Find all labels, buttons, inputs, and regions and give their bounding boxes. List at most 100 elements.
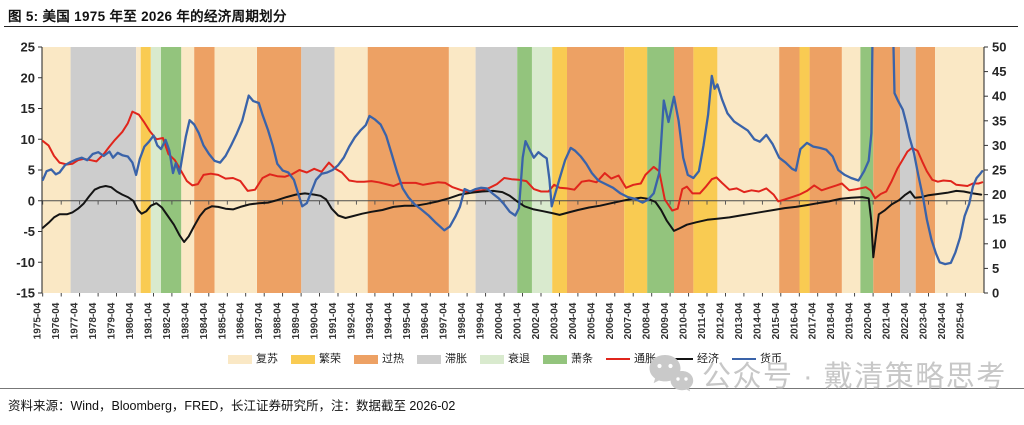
x-axis-tick-label: 1978-04: [88, 302, 99, 339]
phase-band: [475, 47, 518, 293]
x-axis-tick-label: 2023-04: [919, 302, 930, 339]
x-axis-tick-label: 2017-04: [808, 302, 819, 339]
x-axis-tick-label: 1990-04: [310, 302, 321, 339]
phase-band: [935, 47, 984, 293]
legend-label-overheat: 过热: [382, 353, 404, 365]
legend-label-prosperity: 繁荣: [319, 353, 341, 365]
x-axis-tick-label: 2000-04: [494, 302, 505, 339]
x-axis-tick-label: 2001-04: [513, 302, 524, 339]
phase-band: [42, 47, 71, 293]
right-axis-tick-label: 20: [992, 187, 1006, 202]
phase-band: [900, 47, 916, 293]
x-axis-tick-label: 1985-04: [217, 302, 228, 339]
x-axis-tick-label: 1981-04: [144, 302, 155, 339]
legend-swatch-overheat: [354, 354, 378, 364]
x-axis-tick-label: 1995-04: [402, 302, 413, 339]
phase-band: [799, 47, 810, 293]
legend-label-inflation: 通胀: [634, 353, 656, 365]
x-axis-tick-label: 1975-04: [33, 302, 44, 339]
x-axis-tick-label: 1991-04: [328, 302, 339, 339]
legend-item-depression: 萧条: [543, 352, 593, 366]
phase-band: [717, 47, 780, 293]
phase-band: [624, 47, 648, 293]
legend-label-recovery: 复苏: [256, 353, 278, 365]
phase-band: [161, 47, 182, 293]
right-axis-tick-label: 40: [992, 89, 1006, 104]
chart-legend: 复苏 繁荣 过热 滞胀 衰退 萧条 通胀 经济 货币: [0, 352, 1010, 366]
x-axis-tick-label: 2012-04: [716, 302, 727, 339]
x-axis-tick-label: 1988-04: [273, 302, 284, 339]
legend-swatch-inflation: [606, 357, 630, 361]
x-axis-tick-label: 2021-04: [882, 302, 893, 339]
phase-band: [779, 47, 800, 293]
phase-band: [873, 47, 901, 293]
x-axis-tick-label: 2014-04: [752, 302, 763, 339]
x-axis-tick-label: 1992-04: [346, 302, 357, 339]
left-axis-tick-label: -15: [16, 286, 35, 301]
x-axis-tick-label: 2024-04: [937, 302, 948, 339]
right-axis-tick-label: 50: [992, 40, 1006, 55]
legend-swatch-recovery: [228, 354, 252, 364]
legend-swatch-money: [732, 357, 756, 361]
figure-title: 图 5: 美国 1975 年至 2026 年的经济周期划分: [8, 9, 287, 24]
phase-band: [214, 47, 257, 293]
legend-item-money: 货币: [732, 352, 782, 366]
series-line-inflation: [42, 110, 984, 212]
economic-cycle-chart: 2520151050-5-10-155045403530252015105019…: [16, 40, 1006, 340]
x-axis-tick-label: 1987-04: [254, 302, 265, 339]
right-axis-tick-label: 25: [992, 163, 1006, 178]
legend-swatch-prosperity: [291, 354, 315, 364]
left-axis-tick-label: 20: [21, 70, 35, 85]
phase-band: [70, 47, 137, 293]
x-axis-tick-label: 2015-04: [771, 302, 782, 339]
legend-swatch-economy: [669, 357, 693, 361]
left-axis-tick-label: 0: [28, 193, 35, 208]
phase-band: [531, 47, 553, 293]
watermark-text: 公众号 · 戴清策略思考: [702, 361, 1007, 393]
x-axis-tick-label: 1984-04: [199, 302, 210, 339]
x-axis-tick-label: 2007-04: [623, 302, 634, 339]
x-axis-tick-label: 2003-04: [549, 302, 560, 339]
x-axis-tick-label: 2018-04: [826, 302, 837, 339]
x-axis-tick-label: 2008-04: [642, 302, 653, 339]
x-axis-tick-label: 2011-04: [697, 302, 708, 339]
phase-band: [567, 47, 625, 293]
x-axis-tick-label: 1999-04: [476, 302, 487, 339]
left-axis-tick-label: 15: [21, 101, 35, 116]
source-note: 资料来源：Wind，Bloomberg，FRED，长江证券研究所，注：数据截至 …: [8, 399, 456, 413]
legend-item-stagflation: 滞胀: [417, 352, 467, 366]
phase-band: [140, 47, 151, 293]
x-axis-tick-label: 1977-04: [70, 302, 81, 339]
phase-band: [194, 47, 215, 293]
phase-band: [674, 47, 694, 293]
x-axis-tick-label: 2002-04: [531, 302, 542, 339]
legend-swatch-depression: [543, 354, 567, 364]
x-axis-tick-label: 1997-04: [439, 302, 450, 339]
x-axis-tick-label: 2013-04: [734, 302, 745, 339]
x-axis-tick-label: 2016-04: [789, 302, 800, 339]
right-axis-tick-label: 15: [992, 212, 1006, 227]
x-axis-tick-label: 2020-04: [863, 302, 874, 339]
x-axis-tick-label: 2025-04: [955, 302, 966, 339]
series-line-economy: [42, 185, 983, 259]
x-axis-tick-label: 2010-04: [679, 302, 690, 339]
left-axis-tick-label: -5: [23, 224, 35, 239]
x-axis-tick-label: 1996-04: [420, 302, 431, 339]
legend-label-money: 货币: [760, 353, 782, 365]
phase-band: [257, 47, 302, 293]
legend-swatch-stagflation: [417, 354, 441, 364]
x-axis-tick-label: 2006-04: [605, 302, 616, 339]
right-axis-tick-label: 0: [992, 286, 999, 301]
right-axis-tick-label: 30: [992, 138, 1006, 153]
x-axis-tick-label: 1980-04: [125, 302, 136, 339]
x-axis-tick-label: 1983-04: [180, 302, 191, 339]
legend-label-recession: 衰退: [508, 353, 530, 365]
left-axis-tick-label: 5: [28, 163, 35, 178]
x-axis-tick-label: 2004-04: [568, 302, 579, 339]
left-axis-tick-label: -10: [16, 255, 35, 270]
watermark: 公众号 · 戴清策略思考: [648, 353, 1007, 395]
wechat-icon: [649, 355, 694, 392]
phase-band: [841, 47, 861, 293]
x-axis-tick-label: 1979-04: [107, 302, 118, 339]
title-divider: [4, 26, 1018, 27]
